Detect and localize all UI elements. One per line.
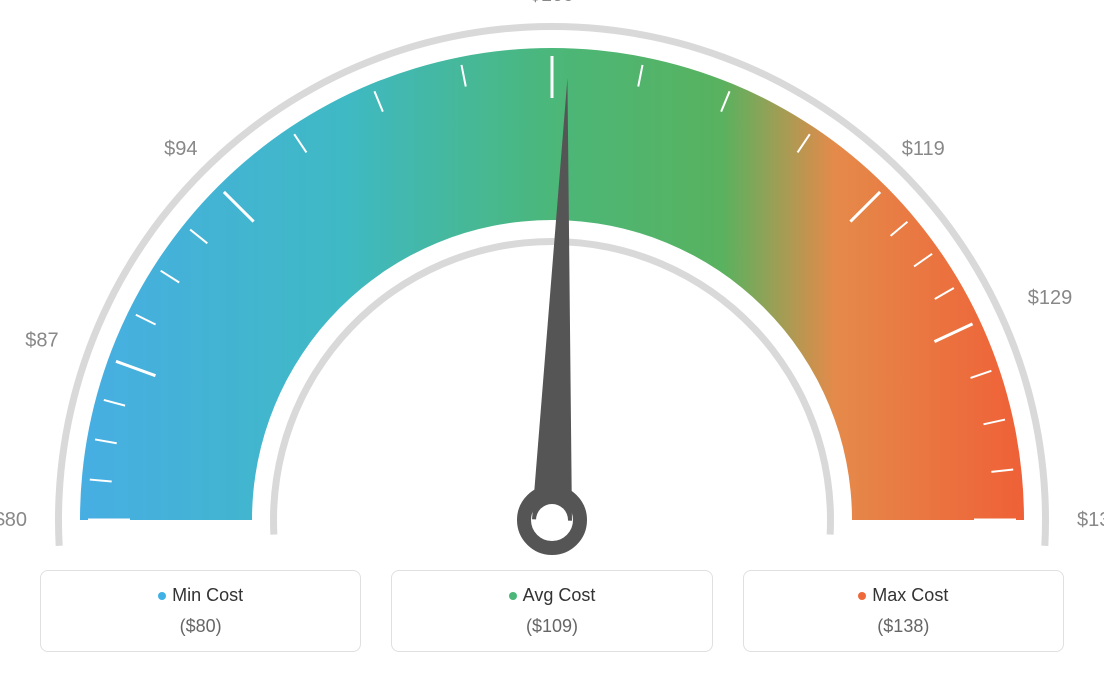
min-cost-label: Min Cost — [172, 585, 243, 605]
svg-text:$94: $94 — [164, 138, 197, 160]
svg-text:$80: $80 — [0, 509, 27, 531]
avg-cost-label: Avg Cost — [523, 585, 596, 605]
legend-row: Min Cost ($80) Avg Cost ($109) Max Cost … — [0, 570, 1104, 662]
svg-text:$87: $87 — [25, 329, 58, 351]
svg-text:$129: $129 — [1028, 287, 1073, 309]
max-cost-label: Max Cost — [872, 585, 948, 605]
gauge-chart: $80 $87 $94 $109 $119 $129 $138 — [0, 0, 1104, 570]
max-cost-card: Max Cost ($138) — [743, 570, 1064, 652]
max-cost-value: ($138) — [754, 616, 1053, 637]
avg-cost-card: Avg Cost ($109) — [391, 570, 712, 652]
avg-cost-value: ($109) — [402, 616, 701, 637]
min-cost-value: ($80) — [51, 616, 350, 637]
max-cost-title: Max Cost — [754, 585, 1053, 606]
avg-cost-title: Avg Cost — [402, 585, 701, 606]
svg-text:$138: $138 — [1077, 509, 1104, 531]
avg-dot — [509, 592, 517, 600]
min-cost-card: Min Cost ($80) — [40, 570, 361, 652]
min-cost-title: Min Cost — [51, 585, 350, 606]
svg-text:$119: $119 — [902, 138, 945, 160]
svg-text:$109: $109 — [530, 0, 575, 6]
max-dot — [858, 592, 866, 600]
min-dot — [158, 592, 166, 600]
gauge-svg: $80 $87 $94 $109 $119 $129 $138 — [0, 0, 1104, 570]
